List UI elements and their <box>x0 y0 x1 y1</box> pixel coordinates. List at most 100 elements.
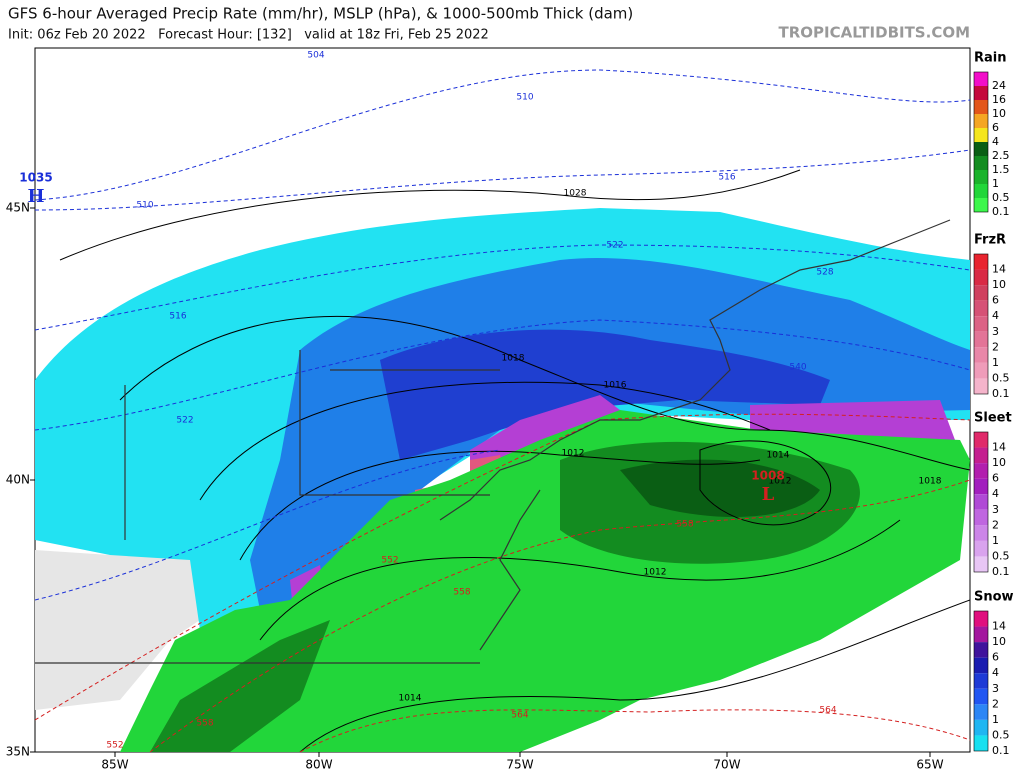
thickness-label: 510 <box>136 201 153 211</box>
thickness-label: 540 <box>789 363 806 373</box>
isobar-label: 1012 <box>562 449 585 459</box>
legend-frame <box>973 71 989 213</box>
thickness-label: 558 <box>196 719 213 729</box>
legend-swatch <box>974 642 988 658</box>
legend-label: 1.5 <box>992 163 1010 176</box>
legend-label: 0.5 <box>992 728 1010 741</box>
isobar-label: 1014 <box>399 694 422 704</box>
longitude-label: 80W <box>305 758 332 772</box>
map-labels: 45N 40N 35N 85W 80W 75W 70W 65W 1028 1018 1016 1012… <box>6 51 944 772</box>
map <box>34 47 971 753</box>
thickness-label: 552 <box>381 556 398 566</box>
watermark: TROPICALTIDBITS.COM <box>779 24 971 42</box>
legend-swatch <box>974 316 988 332</box>
thickness-label: 552 <box>106 741 123 751</box>
legend-label: 3 <box>992 682 999 695</box>
thickness-warm <box>35 413 970 752</box>
legend-label: 14 <box>992 620 1006 633</box>
legend-label: 0.5 <box>992 549 1010 562</box>
legend-swatch <box>974 657 988 674</box>
isobar-label: 1018 <box>919 477 942 487</box>
legend-swatch <box>974 156 988 170</box>
legend-swatch <box>974 611 988 627</box>
legend-swatch <box>974 735 988 751</box>
thickness-label: 516 <box>718 173 735 183</box>
isobar-label: 1012 <box>769 477 792 487</box>
legend-label: 6 <box>992 651 999 664</box>
thickness-cold <box>35 69 970 601</box>
coastline <box>35 219 951 664</box>
legend-swatch <box>974 170 988 184</box>
legend-label: 4 <box>992 135 999 148</box>
legend-label: 4 <box>992 666 999 679</box>
legend-label: 2 <box>992 697 999 710</box>
legend-title: Sleet <box>974 411 1012 426</box>
legend-swatch <box>974 72 988 86</box>
rain-moderate <box>150 441 860 752</box>
legend-swatch <box>974 478 988 495</box>
legend-swatch <box>974 128 988 142</box>
longitude-label: 75W <box>506 758 533 772</box>
high-pressure-symbol: H <box>27 186 44 207</box>
legend-label: 4 <box>992 487 999 500</box>
title: GFS 6-hour Averaged Precip Rate (mm/hr),… <box>8 5 633 23</box>
legend-swatch <box>974 184 988 198</box>
legend-label: 0.5 <box>992 191 1010 204</box>
thickness-label: 516 <box>169 312 186 322</box>
legend-label: 6 <box>992 121 999 134</box>
legend-title: FrzR <box>974 233 1006 248</box>
isobar-label: 1016 <box>604 381 627 391</box>
legend-swatch <box>974 86 988 100</box>
legend-label: 14 <box>992 263 1006 276</box>
legend-swatch <box>974 347 988 363</box>
thickness-label: 564 <box>819 706 836 716</box>
legend-label: 10 <box>992 456 1006 469</box>
legend-frame <box>973 253 989 395</box>
legend-swatch <box>974 362 988 379</box>
legend-label: 6 <box>992 472 999 485</box>
thickness-label: 510 <box>516 93 533 103</box>
isobar-label: 1018 <box>502 354 525 364</box>
legend-swatch <box>974 556 988 572</box>
legend-swatch <box>974 494 988 510</box>
legend-swatch <box>974 254 988 270</box>
legend-label: 1 <box>992 356 999 369</box>
legend-label: 0.1 <box>992 387 1010 400</box>
longitude-label: 65W <box>916 758 943 772</box>
legend-swatch <box>974 463 988 479</box>
subtitle: Init: 06z Feb 20 2022 Forecast Hour: [13… <box>8 28 489 43</box>
isobar-label: 1028 <box>564 189 587 199</box>
legend-swatch <box>974 331 988 348</box>
legend-label: 1 <box>992 713 999 726</box>
latitude-label: 40N <box>6 473 30 487</box>
thickness-label: 504 <box>307 51 324 61</box>
legend-label: 3 <box>992 325 999 338</box>
legend-label: 16 <box>992 93 1006 106</box>
legend-label: 1 <box>992 177 999 190</box>
longitude-label: 85W <box>101 758 128 772</box>
latitude-label: 45N <box>6 201 30 215</box>
legend-label: 0.1 <box>992 565 1010 578</box>
legend-swatch <box>974 114 988 128</box>
high-pressure-value: 1035 <box>19 171 52 185</box>
thickness-label: 522 <box>176 416 193 426</box>
legend-label: 24 <box>992 79 1006 92</box>
legend-swatch <box>974 447 988 464</box>
snow-heavy <box>380 329 830 460</box>
legend-label: 2.5 <box>992 149 1010 162</box>
legend-label: 0.5 <box>992 371 1010 384</box>
thickness-label: 564 <box>511 711 528 721</box>
legend-title: Rain <box>974 51 1007 66</box>
legend-frame <box>973 431 989 573</box>
legend-label: 0.1 <box>992 205 1010 218</box>
legend-label: 2 <box>992 340 999 353</box>
legend-swatch <box>974 540 988 557</box>
isobar-label: 1012 <box>644 568 667 578</box>
legend-label: 0.1 <box>992 744 1010 757</box>
legend-label: 2 <box>992 518 999 531</box>
legend-swatch <box>974 509 988 526</box>
legend-label: 14 <box>992 441 1006 454</box>
rain-heavy <box>620 459 820 517</box>
